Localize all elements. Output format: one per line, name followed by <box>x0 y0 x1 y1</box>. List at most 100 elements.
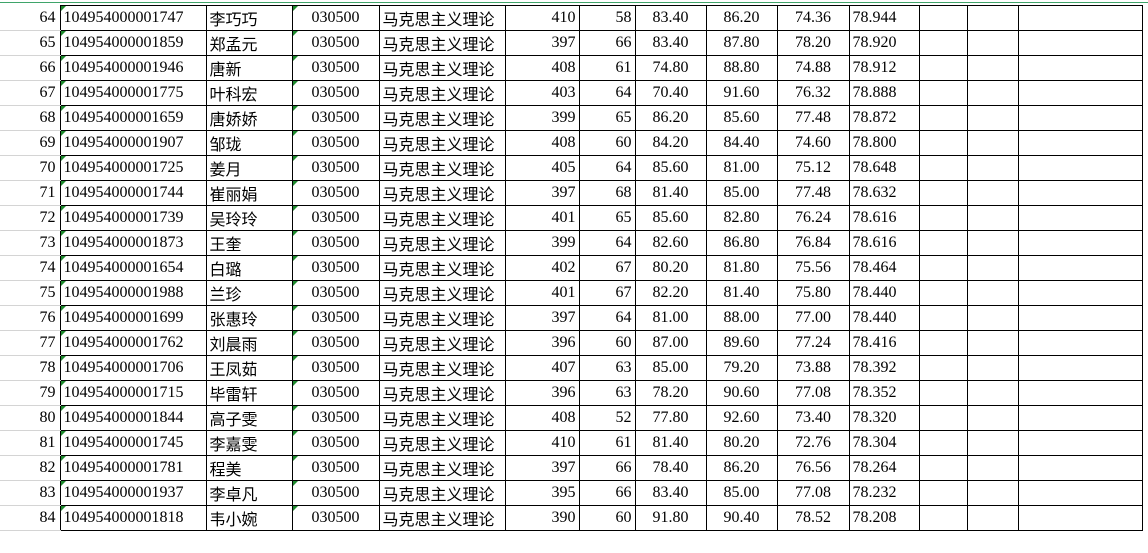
exam-id[interactable]: 104954000001706 <box>59 355 207 381</box>
exam-id[interactable]: 104954000001775 <box>59 80 207 106</box>
empty-cell[interactable] <box>918 5 968 31</box>
major-code[interactable]: 030500 <box>291 455 380 481</box>
score-b[interactable]: 90.60 <box>705 380 778 406</box>
empty-cell[interactable] <box>1017 305 1143 331</box>
empty-cell[interactable] <box>1017 180 1143 206</box>
empty-cell[interactable] <box>1017 380 1143 406</box>
empty-cell[interactable] <box>966 230 1019 256</box>
exam-id[interactable]: 104954000001747 <box>59 5 207 31</box>
student-name[interactable]: 崔丽娟 <box>205 180 293 206</box>
empty-cell[interactable] <box>966 355 1019 381</box>
subject-score[interactable]: 60 <box>578 505 636 531</box>
score-b[interactable]: 79.20 <box>705 355 778 381</box>
empty-cell[interactable] <box>1017 230 1143 256</box>
major-name[interactable]: 马克思主义理论 <box>378 430 506 456</box>
score-b[interactable]: 90.40 <box>705 505 778 531</box>
score-a[interactable]: 83.40 <box>634 30 707 56</box>
row-number[interactable]: 84 <box>0 505 61 531</box>
empty-cell[interactable] <box>966 330 1019 356</box>
major-name[interactable]: 马克思主义理论 <box>378 230 506 256</box>
major-code[interactable]: 030500 <box>291 155 380 181</box>
major-name[interactable]: 马克思主义理论 <box>378 5 506 31</box>
major-code[interactable]: 030500 <box>291 430 380 456</box>
row-number[interactable]: 80 <box>0 405 61 431</box>
score-c[interactable]: 77.08 <box>776 480 850 506</box>
score-b[interactable]: 91.60 <box>705 80 778 106</box>
score-c[interactable]: 77.08 <box>776 380 850 406</box>
empty-cell[interactable] <box>966 255 1019 281</box>
exam-id[interactable]: 104954000001762 <box>59 330 207 356</box>
score-a[interactable]: 78.40 <box>634 455 707 481</box>
subject-score[interactable]: 61 <box>578 55 636 81</box>
empty-cell[interactable] <box>918 405 968 431</box>
score-b[interactable]: 81.00 <box>705 155 778 181</box>
score-a[interactable]: 85.00 <box>634 355 707 381</box>
total-score[interactable]: 403 <box>504 80 580 106</box>
subject-score[interactable]: 63 <box>578 380 636 406</box>
subject-score[interactable]: 60 <box>578 330 636 356</box>
major-code[interactable]: 030500 <box>291 305 380 331</box>
row-number[interactable]: 74 <box>0 255 61 281</box>
row-number[interactable]: 82 <box>0 455 61 481</box>
empty-cell[interactable] <box>1017 480 1143 506</box>
student-name[interactable]: 叶科宏 <box>205 80 293 106</box>
student-name[interactable]: 高子雯 <box>205 405 293 431</box>
major-code[interactable]: 030500 <box>291 80 380 106</box>
empty-cell[interactable] <box>918 55 968 81</box>
major-name[interactable]: 马克思主义理论 <box>378 455 506 481</box>
empty-cell[interactable] <box>966 380 1019 406</box>
score-b[interactable]: 88.00 <box>705 305 778 331</box>
total-score[interactable]: 405 <box>504 155 580 181</box>
score-b[interactable]: 80.20 <box>705 430 778 456</box>
total-score[interactable]: 410 <box>504 430 580 456</box>
major-code[interactable]: 030500 <box>291 355 380 381</box>
empty-cell[interactable] <box>918 105 968 131</box>
student-name[interactable]: 程美 <box>205 455 293 481</box>
row-number[interactable]: 77 <box>0 330 61 356</box>
empty-cell[interactable] <box>1017 55 1143 81</box>
score-a[interactable]: 77.80 <box>634 405 707 431</box>
score-b[interactable]: 86.80 <box>705 230 778 256</box>
score-c[interactable]: 73.88 <box>776 355 850 381</box>
score-c[interactable]: 76.56 <box>776 455 850 481</box>
empty-cell[interactable] <box>918 180 968 206</box>
score-a[interactable]: 86.20 <box>634 105 707 131</box>
exam-id[interactable]: 104954000001739 <box>59 205 207 231</box>
student-name[interactable]: 李嘉雯 <box>205 430 293 456</box>
score-b[interactable]: 92.60 <box>705 405 778 431</box>
major-name[interactable]: 马克思主义理论 <box>378 255 506 281</box>
subject-score[interactable]: 61 <box>578 430 636 456</box>
empty-cell[interactable] <box>1017 30 1143 56</box>
final-score[interactable]: 78.648 <box>848 155 920 181</box>
exam-id[interactable]: 104954000001988 <box>59 280 207 306</box>
student-name[interactable]: 邹珑 <box>205 130 293 156</box>
subject-score[interactable]: 67 <box>578 280 636 306</box>
row-number[interactable]: 65 <box>0 30 61 56</box>
empty-cell[interactable] <box>966 155 1019 181</box>
student-name[interactable]: 张惠玲 <box>205 305 293 331</box>
score-a[interactable]: 70.40 <box>634 80 707 106</box>
score-b[interactable]: 85.60 <box>705 105 778 131</box>
score-c[interactable]: 78.52 <box>776 505 850 531</box>
score-a[interactable]: 83.40 <box>634 480 707 506</box>
score-a[interactable]: 81.40 <box>634 180 707 206</box>
empty-cell[interactable] <box>1017 455 1143 481</box>
major-name[interactable]: 马克思主义理论 <box>378 30 506 56</box>
score-b[interactable]: 88.80 <box>705 55 778 81</box>
total-score[interactable]: 395 <box>504 480 580 506</box>
score-a[interactable]: 81.40 <box>634 430 707 456</box>
empty-cell[interactable] <box>918 130 968 156</box>
final-score[interactable]: 78.208 <box>848 505 920 531</box>
total-score[interactable]: 397 <box>504 305 580 331</box>
score-b[interactable]: 86.20 <box>705 5 778 31</box>
score-a[interactable]: 78.20 <box>634 380 707 406</box>
score-a[interactable]: 80.20 <box>634 255 707 281</box>
major-code[interactable]: 030500 <box>291 505 380 531</box>
student-name[interactable]: 王凤茹 <box>205 355 293 381</box>
empty-cell[interactable] <box>918 330 968 356</box>
empty-cell[interactable] <box>1017 105 1143 131</box>
row-number[interactable]: 72 <box>0 205 61 231</box>
major-code[interactable]: 030500 <box>291 480 380 506</box>
final-score[interactable]: 78.464 <box>848 255 920 281</box>
empty-cell[interactable] <box>966 80 1019 106</box>
